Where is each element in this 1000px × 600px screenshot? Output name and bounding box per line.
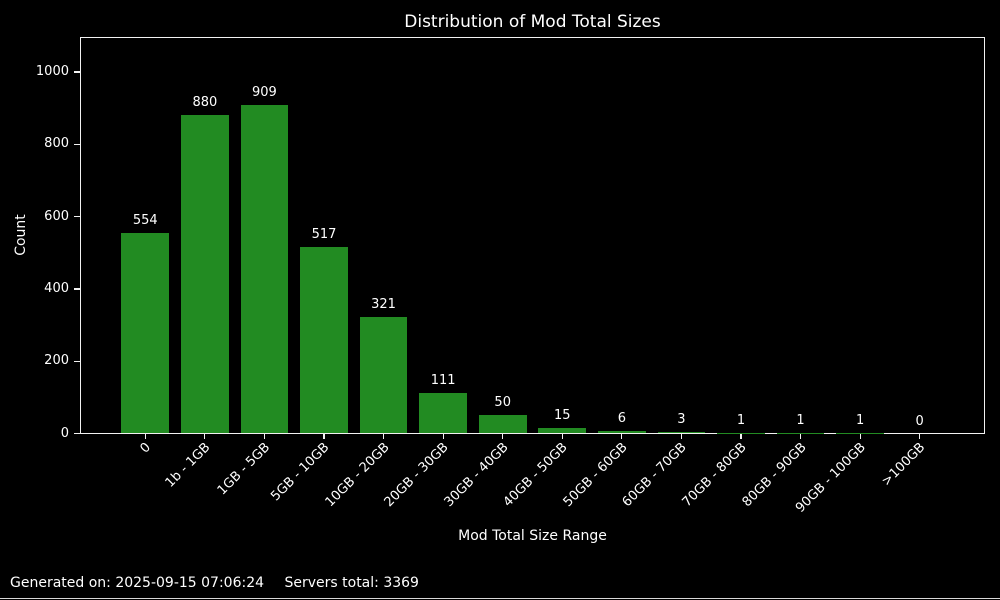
bar: [240, 104, 289, 434]
y-tick-label: 1000: [35, 64, 69, 80]
x-tick: [263, 434, 266, 439]
y-tick-label: 400: [44, 280, 69, 296]
bar-value-label: 6: [617, 411, 626, 427]
bar-value-label: 111: [430, 373, 456, 389]
y-tick-label: 200: [44, 353, 69, 369]
y-tick: [73, 143, 80, 145]
y-tick: [73, 360, 80, 362]
bar-value-label: 880: [192, 95, 218, 111]
bar-value-label: 1: [855, 413, 865, 429]
bar-value-label: 1: [796, 413, 805, 429]
y-tick: [73, 432, 80, 435]
x-tick-label: 1GB - 5GB: [214, 440, 274, 499]
bar-value-label: 50: [494, 395, 511, 411]
bar-value-label: 0: [915, 413, 924, 429]
x-tick: [859, 434, 861, 439]
footer-generated-text: Generated on: 2025-09-15 07:06:24: [10, 575, 265, 591]
bar: [419, 393, 467, 434]
x-tick: [144, 434, 146, 439]
bar-value-label: 3: [677, 412, 686, 428]
x-tick-label: 5GB - 10GB: [268, 440, 333, 505]
x-tick-label: 1b - 1GB: [162, 440, 214, 491]
x-tick: [740, 434, 742, 439]
bar: [657, 432, 706, 434]
bar: [359, 317, 408, 434]
x-tick: [382, 434, 385, 439]
y-tick-label: 600: [44, 208, 69, 224]
bar-value-label: 15: [554, 408, 571, 424]
x-tick: [799, 434, 802, 439]
x-tick: [204, 434, 206, 439]
x-tick: [502, 434, 504, 439]
bar: [478, 415, 527, 434]
x-tick-label: >100GB: [879, 440, 929, 490]
y-tick: [73, 216, 80, 218]
bar-value-label: 517: [311, 226, 337, 242]
x-tick: [442, 434, 444, 439]
bar-value-label: 554: [132, 213, 158, 229]
footer-servers-text: Servers total: 3369: [284, 575, 419, 591]
y-tick-label: 0: [60, 425, 69, 441]
bar: [181, 115, 229, 434]
footer: Generated on: 2025-09-15 07:06:24 Server…: [10, 575, 419, 591]
chart-title: Distribution of Mod Total Sizes: [404, 12, 661, 32]
x-tick: [680, 434, 682, 439]
x-tick: [323, 434, 325, 439]
bar: [300, 246, 348, 434]
x-tick: [919, 434, 921, 439]
bar-value-label: 1: [736, 413, 746, 429]
bar: [598, 431, 646, 434]
plot-area: [80, 37, 985, 434]
y-tick: [73, 71, 80, 73]
y-tick: [73, 288, 80, 290]
x-axis-label: Mod Total Size Range: [458, 528, 607, 544]
x-tick-label: 0: [137, 440, 154, 457]
bottom-divider: [0, 598, 1000, 599]
x-tick: [621, 434, 623, 439]
y-tick-label: 800: [44, 136, 69, 152]
bar-value-label: 909: [252, 84, 277, 100]
bar-value-label: 321: [371, 297, 396, 313]
bar: [538, 428, 587, 434]
bar: [121, 233, 170, 434]
x-tick: [561, 434, 563, 439]
